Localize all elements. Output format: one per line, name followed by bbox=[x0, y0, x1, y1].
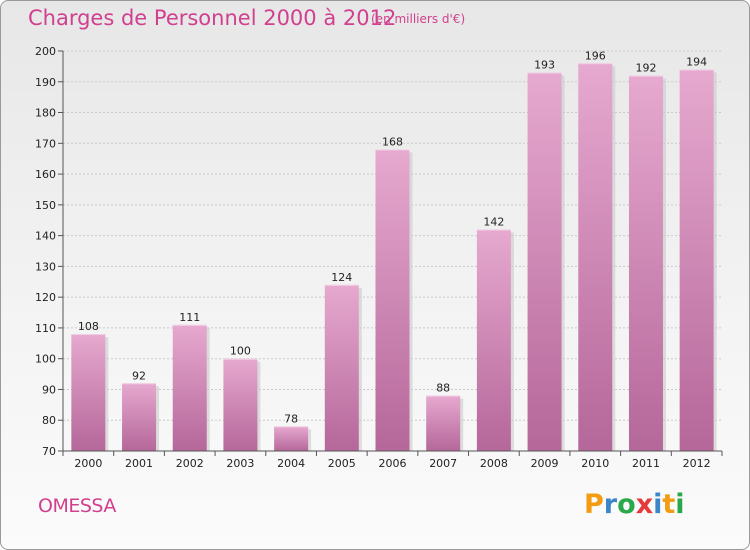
data-label: 111 bbox=[179, 311, 200, 324]
data-label: 100 bbox=[230, 345, 251, 358]
x-tick-label: 2010 bbox=[581, 457, 609, 470]
logo-letter: x bbox=[635, 489, 654, 520]
bar-2002 bbox=[172, 324, 207, 451]
proxiti-logo: Proxiti bbox=[584, 489, 685, 520]
y-tick-label: 160 bbox=[35, 168, 56, 181]
data-label: 88 bbox=[436, 382, 450, 395]
x-tick-label: 2011 bbox=[632, 457, 660, 470]
bar-2004 bbox=[274, 426, 309, 451]
x-tick-label: 2007 bbox=[429, 457, 457, 470]
data-label: 108 bbox=[78, 320, 99, 333]
y-tick-label: 130 bbox=[35, 260, 56, 273]
x-tick-label: 2002 bbox=[176, 457, 204, 470]
data-label: 92 bbox=[132, 369, 146, 382]
data-label: 192 bbox=[635, 62, 656, 75]
data-label: 78 bbox=[284, 412, 298, 425]
y-tick-label: 180 bbox=[35, 107, 56, 120]
bar-2009 bbox=[527, 72, 562, 452]
logo-letter: i bbox=[675, 489, 685, 520]
bar-2011 bbox=[628, 75, 663, 451]
data-label: 168 bbox=[382, 135, 403, 148]
y-tick-label: 120 bbox=[35, 291, 56, 304]
y-tick-label: 110 bbox=[35, 322, 56, 335]
data-label: 142 bbox=[483, 215, 504, 228]
y-tick-label: 200 bbox=[35, 45, 56, 58]
x-tick-label: 2006 bbox=[379, 457, 407, 470]
x-tick-label: 2008 bbox=[480, 457, 508, 470]
chart-subtitle: (en milliers d'€) bbox=[371, 12, 466, 26]
y-tick-label: 80 bbox=[42, 414, 56, 427]
x-tick-label: 2004 bbox=[277, 457, 305, 470]
y-tick-label: 100 bbox=[35, 353, 56, 366]
bar-2006 bbox=[375, 149, 410, 451]
data-label: 124 bbox=[331, 271, 352, 284]
logo-letter: t bbox=[662, 489, 676, 520]
x-tick-label: 2012 bbox=[683, 457, 711, 470]
y-tick-label: 90 bbox=[42, 383, 56, 396]
bar-2003 bbox=[223, 358, 258, 451]
bar-2012 bbox=[679, 69, 714, 451]
y-tick-label: 190 bbox=[35, 76, 56, 89]
data-label: 196 bbox=[585, 49, 606, 62]
y-tick-label: 170 bbox=[35, 137, 56, 150]
logo-letter: r bbox=[603, 489, 618, 520]
x-tick-label: 2003 bbox=[226, 457, 254, 470]
y-tick-label: 70 bbox=[42, 445, 56, 458]
bar-2010 bbox=[578, 63, 613, 452]
bar-2000 bbox=[71, 334, 106, 451]
bar-2005 bbox=[324, 284, 359, 451]
y-tick-label: 140 bbox=[35, 230, 56, 243]
data-label: 194 bbox=[686, 55, 707, 68]
chart-title: Charges de Personnel 2000 à 2012 bbox=[28, 6, 397, 30]
logo-letter: o bbox=[617, 489, 636, 520]
x-tick-label: 2000 bbox=[74, 457, 102, 470]
bar-2007 bbox=[426, 395, 461, 451]
bar-2001 bbox=[122, 383, 157, 451]
logo-letter: i bbox=[653, 489, 663, 520]
commune-name: OMESSA bbox=[38, 495, 116, 517]
logo-letter: P bbox=[584, 489, 604, 520]
y-tick-label: 150 bbox=[35, 199, 56, 212]
data-label: 193 bbox=[534, 59, 555, 72]
bar-2008 bbox=[476, 229, 511, 451]
x-tick-label: 2009 bbox=[531, 457, 559, 470]
x-tick-label: 2001 bbox=[125, 457, 153, 470]
x-tick-label: 2005 bbox=[328, 457, 356, 470]
